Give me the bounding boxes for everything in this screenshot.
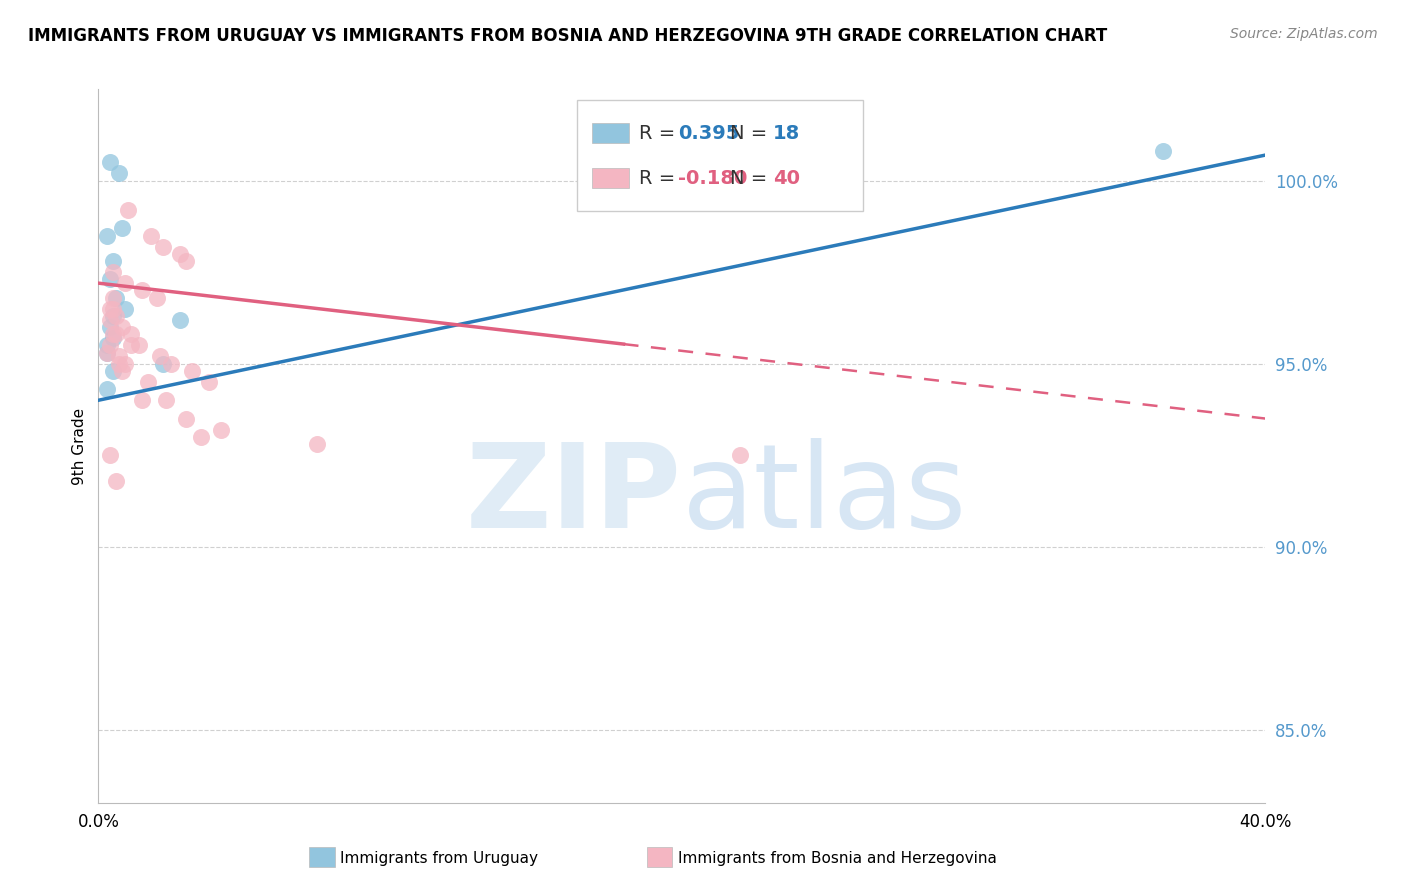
Point [96,345,118,359]
Point [120,338,142,352]
Point [136,375,159,389]
Point [114,357,136,371]
Point [730,448,752,462]
Point [169,247,191,261]
Text: ZIP: ZIP [465,439,682,553]
Point [98,272,121,286]
Point [96,338,118,352]
Text: R =: R = [638,124,682,143]
Y-axis label: 9th Grade: 9th Grade [72,408,87,484]
Point [96,228,118,243]
Point [104,291,127,305]
Point [108,357,131,371]
Text: 40: 40 [773,169,800,188]
FancyBboxPatch shape [592,123,630,144]
Point [152,357,174,371]
Point [128,338,150,352]
Point [111,364,134,378]
Text: 18: 18 [773,124,800,143]
Point [1152,145,1174,159]
Text: R =: R = [638,169,682,188]
Point [111,221,134,235]
Point [108,349,131,363]
Point [101,364,124,378]
Point [98,448,121,462]
Text: IMMIGRANTS FROM URUGUAY VS IMMIGRANTS FROM BOSNIA AND HERZEGOVINA 9TH GRADE CORR: IMMIGRANTS FROM URUGUAY VS IMMIGRANTS FR… [28,27,1108,45]
Text: Immigrants from Uruguay: Immigrants from Uruguay [340,851,538,865]
Point [174,254,197,268]
Point [96,345,118,359]
Point [98,320,121,334]
Point [101,254,124,268]
Text: atlas: atlas [682,439,967,553]
FancyBboxPatch shape [592,169,630,188]
Text: -0.180: -0.180 [679,169,748,188]
Text: 0.395: 0.395 [679,124,740,143]
Point [146,291,169,305]
Point [101,331,124,345]
Text: N =: N = [730,124,773,143]
Point [98,312,121,326]
Point [101,327,124,342]
Point [174,411,197,425]
Point [114,276,136,290]
Point [108,166,131,180]
Point [98,155,121,169]
Point [169,312,191,326]
Point [307,437,329,451]
Point [98,301,121,316]
Point [117,202,139,217]
Point [131,393,153,408]
Point [96,382,118,396]
Point [101,291,124,305]
Point [101,265,124,279]
Point [209,423,232,437]
Point [120,327,142,342]
Point [198,375,221,389]
Text: Immigrants from Bosnia and Herzegovina: Immigrants from Bosnia and Herzegovina [678,851,997,865]
Point [104,474,127,488]
Point [180,364,202,378]
Text: Source: ZipAtlas.com: Source: ZipAtlas.com [1230,27,1378,41]
Point [114,301,136,316]
FancyBboxPatch shape [576,100,863,211]
Point [149,349,172,363]
Point [160,357,183,371]
Point [101,301,124,316]
Point [152,239,174,253]
Point [131,284,153,298]
Point [155,393,177,408]
Point [190,430,212,444]
Point [101,309,124,323]
Point [111,320,134,334]
Point [139,228,162,243]
Text: N =: N = [730,169,773,188]
Point [104,309,127,323]
Point [98,338,121,352]
Point [104,327,127,342]
